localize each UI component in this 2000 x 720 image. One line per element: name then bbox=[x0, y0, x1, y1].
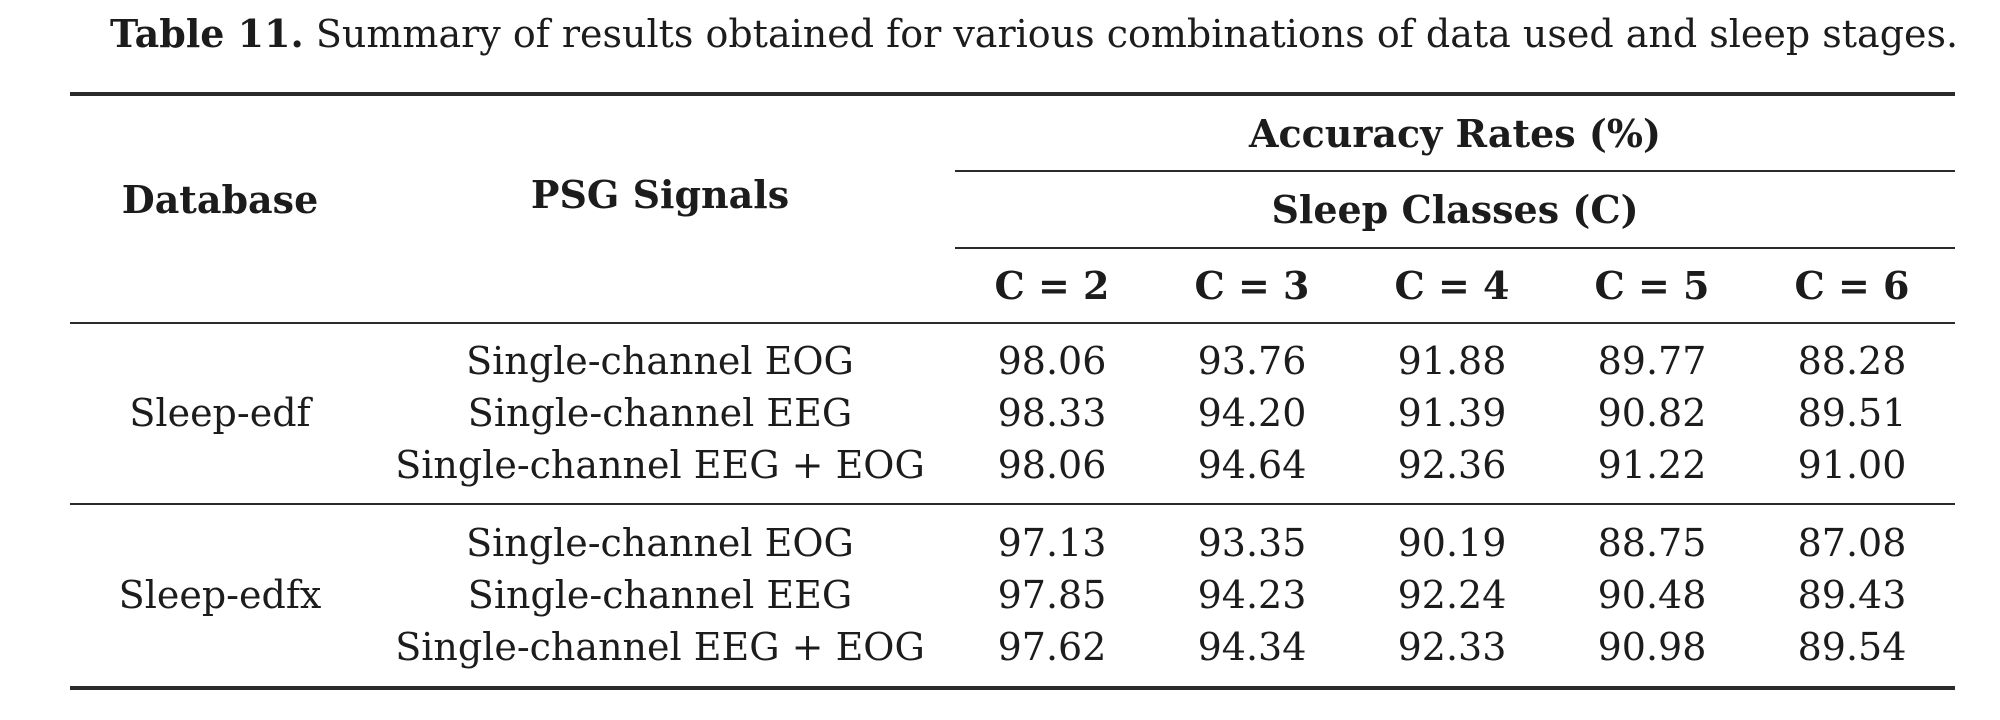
value-cell: 90.98 bbox=[1597, 625, 1707, 669]
value-cell: 97.13 bbox=[997, 521, 1107, 565]
table-caption: Table 11. Summary of results obtained fo… bbox=[110, 10, 1958, 58]
header-accuracy-rates: Accuracy Rates (%) bbox=[1249, 111, 1661, 156]
value-cell: 98.06 bbox=[997, 339, 1107, 383]
value-cell: 91.88 bbox=[1397, 339, 1507, 383]
value-cell: 98.06 bbox=[997, 443, 1107, 487]
value-cell: 90.82 bbox=[1597, 391, 1707, 435]
value-cell: 98.33 bbox=[997, 391, 1107, 435]
database-cell: Sleep-edfx bbox=[118, 573, 322, 617]
signal-cell: Single-channel EEG + EOG bbox=[395, 625, 925, 669]
value-cell: 89.43 bbox=[1797, 573, 1907, 617]
value-cell: 92.33 bbox=[1397, 625, 1507, 669]
header-class-c2: C = 2 bbox=[994, 263, 1110, 308]
header-psg-signals: PSG Signals bbox=[530, 172, 790, 217]
header-class-c4: C = 4 bbox=[1394, 263, 1510, 308]
value-cell: 94.20 bbox=[1197, 391, 1307, 435]
signal-cell: Single-channel EEG bbox=[467, 573, 853, 617]
value-cell: 90.19 bbox=[1397, 521, 1507, 565]
header-database: Database bbox=[121, 177, 319, 222]
header-class-c3: C = 3 bbox=[1194, 263, 1310, 308]
caption-text: Summary of results obtained for various … bbox=[315, 12, 1959, 56]
value-cell: 89.54 bbox=[1797, 625, 1907, 669]
header-class-c5: C = 5 bbox=[1594, 263, 1710, 308]
value-cell: 92.36 bbox=[1397, 443, 1507, 487]
value-cell: 93.76 bbox=[1197, 339, 1307, 383]
value-cell: 91.39 bbox=[1397, 391, 1507, 435]
header-sleep-classes: Sleep Classes (C) bbox=[1271, 187, 1639, 232]
value-cell: 94.23 bbox=[1197, 573, 1307, 617]
value-cell: 89.51 bbox=[1797, 391, 1907, 435]
bottom-rule bbox=[70, 686, 1955, 690]
value-cell: 92.24 bbox=[1397, 573, 1507, 617]
value-cell: 94.64 bbox=[1197, 443, 1307, 487]
caption-label: Table 11. bbox=[110, 11, 304, 56]
value-cell: 88.28 bbox=[1797, 339, 1907, 383]
signal-cell: Single-channel EEG bbox=[467, 391, 853, 435]
signal-cell: Single-channel EEG + EOG bbox=[395, 443, 925, 487]
value-cell: 97.85 bbox=[997, 573, 1107, 617]
value-cell: 90.48 bbox=[1597, 573, 1707, 617]
value-cell: 93.35 bbox=[1197, 521, 1307, 565]
value-cell: 89.77 bbox=[1597, 339, 1707, 383]
header-class-c6: C = 6 bbox=[1794, 263, 1910, 308]
group-separator-rule bbox=[70, 503, 1955, 505]
database-cell: Sleep-edf bbox=[129, 391, 311, 435]
value-cell: 87.08 bbox=[1797, 521, 1907, 565]
top-rule bbox=[70, 92, 1955, 96]
sleep-classes-rule bbox=[955, 247, 1955, 249]
value-cell: 91.22 bbox=[1597, 443, 1707, 487]
value-cell: 88.75 bbox=[1597, 521, 1707, 565]
accuracy-rule bbox=[955, 170, 1955, 172]
signal-cell: Single-channel EOG bbox=[466, 339, 854, 383]
value-cell: 97.62 bbox=[997, 625, 1107, 669]
signal-cell: Single-channel EOG bbox=[466, 521, 854, 565]
header-rule bbox=[70, 322, 1955, 324]
value-cell: 94.34 bbox=[1197, 625, 1307, 669]
value-cell: 91.00 bbox=[1797, 443, 1907, 487]
